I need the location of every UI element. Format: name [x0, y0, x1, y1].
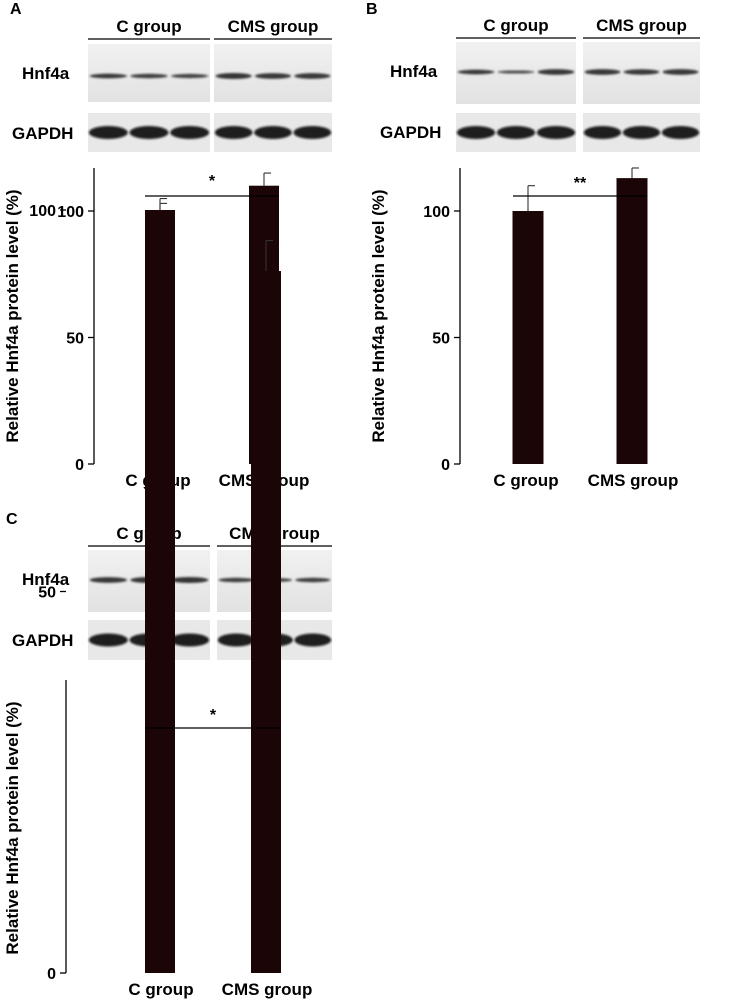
blot-group-label: C group	[116, 17, 181, 36]
hnf4a-band	[170, 73, 209, 79]
gapdh-band	[622, 126, 661, 139]
gapdh-band	[294, 633, 332, 647]
x-category-label: C group	[128, 980, 193, 999]
hnf4a-band	[254, 73, 292, 79]
y-tick-label: 50	[38, 585, 56, 602]
significance-marker: *	[209, 173, 216, 190]
hnf4a-band	[295, 577, 331, 583]
gapdh-band	[170, 126, 210, 139]
panel-letter: A	[10, 1, 22, 18]
bar-c-group	[512, 211, 544, 464]
y-tick-label: 50	[432, 331, 450, 348]
gapdh-band	[217, 633, 255, 647]
significance-marker: **	[574, 175, 587, 192]
gapdh-band	[254, 126, 292, 139]
gapdh-band	[88, 633, 128, 647]
x-category-label: CMS group	[588, 471, 679, 490]
hnf4a-band	[218, 577, 254, 583]
hnf4a-band	[497, 70, 535, 74]
gapdh-band	[88, 126, 128, 139]
gapdh-band	[170, 633, 210, 647]
y-axis-label: Relative Hnf4a protein level (%)	[369, 189, 388, 442]
y-axis-label: Relative Hnf4a protein level (%)	[3, 701, 22, 954]
blot-row-label-hnf4a: Hnf4a	[22, 64, 70, 83]
gapdh-band	[496, 126, 536, 139]
x-category-label: C group	[493, 471, 558, 490]
y-tick-label: 0	[441, 457, 450, 474]
blot-group-label: CMS group	[228, 17, 319, 36]
x-category-label: CMS group	[222, 980, 313, 999]
hnf4a-band	[623, 69, 660, 75]
hnf4a-band	[170, 577, 209, 583]
gapdh-band	[214, 126, 253, 139]
blot-group-label: C group	[483, 16, 548, 35]
gapdh-band	[293, 126, 332, 139]
blot-row-label-gapdh: GAPDH	[380, 123, 441, 142]
gapdh-band	[456, 126, 496, 139]
hnf4a-band	[294, 73, 331, 79]
significance-marker: *	[210, 707, 217, 724]
y-tick-label: 0	[75, 457, 84, 474]
bar-c-group	[145, 210, 175, 973]
gapdh-band	[129, 126, 169, 139]
blot-row-label-hnf4a: Hnf4a	[22, 570, 70, 589]
hnf4a-band	[89, 577, 128, 583]
y-tick-label: 100	[423, 204, 450, 221]
y-tick-label: 100	[57, 204, 84, 221]
bar-cms-group	[251, 271, 281, 973]
y-tick-label: 50	[66, 331, 84, 348]
blot-row-label-gapdh: GAPDH	[12, 124, 73, 143]
gapdh-band	[661, 126, 700, 139]
panel-letter: B	[366, 1, 378, 18]
hnf4a-band	[537, 69, 575, 75]
hnf4a-band	[130, 73, 168, 79]
hnf4a-band	[215, 73, 252, 79]
bar-cms-group	[616, 178, 648, 465]
y-tick-label: 0	[47, 966, 56, 983]
hnf4a-band	[89, 73, 128, 79]
blot-row-label-gapdh: GAPDH	[12, 631, 73, 650]
gapdh-band	[536, 126, 576, 139]
hnf4a-band	[457, 69, 495, 75]
y-axis-label: Relative Hnf4a protein level (%)	[3, 189, 22, 442]
gapdh-band	[583, 126, 622, 139]
blot-group-label: CMS group	[596, 16, 687, 35]
hnf4a-band	[662, 69, 699, 75]
blot-row-label-hnf4a: Hnf4a	[390, 62, 438, 81]
hnf4a-band	[584, 69, 621, 75]
y-tick-label: 100	[29, 203, 56, 220]
panel-letter: C	[6, 511, 18, 528]
hnf4a-blot-strip	[88, 44, 210, 102]
hnf4a-blot-strip	[214, 44, 332, 102]
